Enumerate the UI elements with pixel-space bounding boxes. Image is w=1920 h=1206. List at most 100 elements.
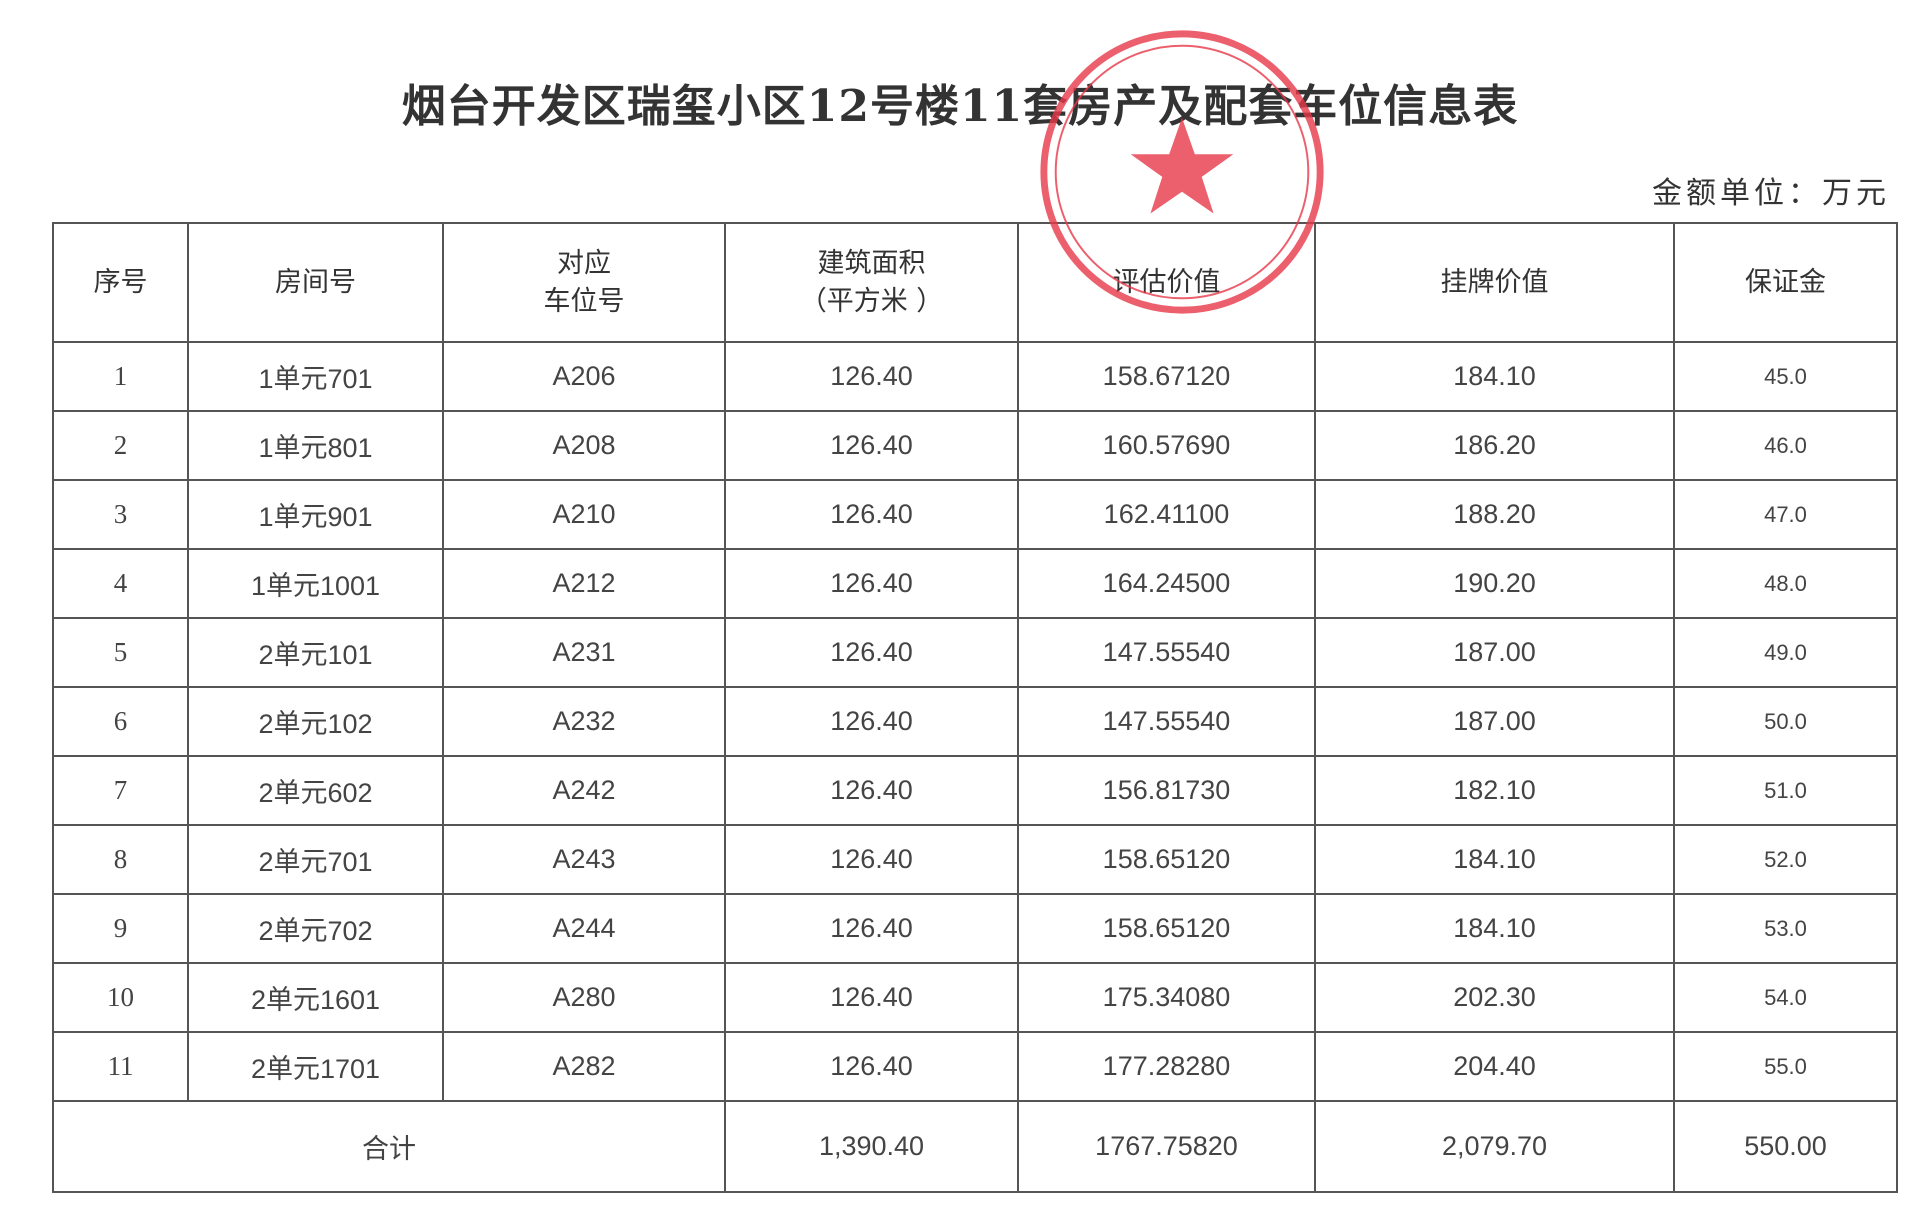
cell-appraised: 164.24500 (1017, 548, 1316, 619)
cell-listed: 187.00 (1314, 686, 1675, 757)
cell-seq: 8 (52, 824, 189, 895)
cell-appraised: 177.28280 (1017, 1031, 1316, 1102)
cell-area: 126.40 (724, 548, 1019, 619)
cell-seq: 11 (52, 1031, 189, 1102)
table-row: 11 2单元1701 A282 126.40 177.28280 204.40 55.0 (52, 1031, 1898, 1102)
cell-room: 1单元701 (187, 341, 444, 412)
cell-listed: 188.20 (1314, 479, 1675, 550)
cell-area: 126.40 (724, 617, 1019, 688)
cell-room: 2单元1601 (187, 962, 444, 1033)
cell-room: 2单元101 (187, 617, 444, 688)
document-title: 烟台开发区瑞玺小区12号楼11套房产及配套车位信息表 (401, 81, 1519, 132)
cell-parking: A244 (442, 893, 726, 964)
cell-seq: 4 (52, 548, 189, 619)
cell-appraised: 160.57690 (1017, 410, 1316, 481)
cell-appraised: 158.65120 (1017, 893, 1316, 964)
cell-area: 126.40 (724, 1031, 1019, 1102)
total-appraised: 1767.75820 (1017, 1100, 1316, 1193)
cell-seq: 2 (52, 410, 189, 481)
cell-listed: 202.30 (1314, 962, 1675, 1033)
cell-listed: 184.10 (1314, 824, 1675, 895)
cell-deposit: 51.0 (1673, 755, 1898, 826)
table-row: 5 2单元101 A231 126.40 147.55540 187.00 49.0 (52, 617, 1898, 688)
cell-deposit: 47.0 (1673, 479, 1898, 550)
column-header-room: 房间号 (187, 222, 444, 343)
table-row: 2 1单元801 A208 126.40 160.57690 186.20 46.0 (52, 410, 1898, 481)
column-header-area: 建筑面积 （平方米 ） (724, 222, 1019, 343)
cell-parking: A280 (442, 962, 726, 1033)
cell-listed: 190.20 (1314, 548, 1675, 619)
cell-room: 2单元702 (187, 893, 444, 964)
cell-appraised: 175.34080 (1017, 962, 1316, 1033)
cell-room: 2单元602 (187, 755, 444, 826)
cell-room: 1单元801 (187, 410, 444, 481)
cell-listed: 187.00 (1314, 617, 1675, 688)
cell-listed: 184.10 (1314, 893, 1675, 964)
column-header-appraised: 评估价值 (1017, 222, 1316, 343)
cell-area: 126.40 (724, 893, 1019, 964)
cell-deposit: 46.0 (1673, 410, 1898, 481)
total-row: 合计 1,390.40 1767.75820 2,079.70 550.00 (52, 1100, 1898, 1193)
total-deposit: 550.00 (1673, 1100, 1898, 1193)
cell-deposit: 49.0 (1673, 617, 1898, 688)
cell-parking: A232 (442, 686, 726, 757)
cell-listed: 204.40 (1314, 1031, 1675, 1102)
cell-seq: 1 (52, 341, 189, 412)
table-row: 8 2单元701 A243 126.40 158.65120 184.10 52.0 (52, 824, 1898, 895)
cell-deposit: 48.0 (1673, 548, 1898, 619)
cell-appraised: 147.55540 (1017, 617, 1316, 688)
cell-appraised: 158.67120 (1017, 341, 1316, 412)
cell-parking: A231 (442, 617, 726, 688)
cell-seq: 5 (52, 617, 189, 688)
cell-deposit: 50.0 (1673, 686, 1898, 757)
cell-appraised: 158.65120 (1017, 824, 1316, 895)
header-row: 序号 房间号 对应 车位号 建筑面积 （平方米 ）评估价值 挂牌价值 保证金 (52, 222, 1898, 343)
cell-seq: 7 (52, 755, 189, 826)
column-header-parking: 对应 车位号 (442, 222, 726, 343)
cell-parking: A243 (442, 824, 726, 895)
cell-appraised: 147.55540 (1017, 686, 1316, 757)
table-row: 1 1单元701 A206 126.40 158.67120 184.10 45.0 (52, 341, 1898, 412)
cell-area: 126.40 (724, 410, 1019, 481)
cell-deposit: 54.0 (1673, 962, 1898, 1033)
cell-seq: 3 (52, 479, 189, 550)
total-listed: 2,079.70 (1314, 1100, 1675, 1193)
cell-deposit: 53.0 (1673, 893, 1898, 964)
cell-parking: A210 (442, 479, 726, 550)
table-row: 3 1单元901 A210 126.40 162.41100 188.20 47.0 (52, 479, 1898, 550)
cell-parking: A208 (442, 410, 726, 481)
cell-area: 126.40 (724, 341, 1019, 412)
property-info-table: 序号 房间号 对应 车位号 建筑面积 （平方米 ）评估价值 挂牌价值 保证金 1 1单元70… (52, 222, 1898, 1193)
cell-parking: A206 (442, 341, 726, 412)
column-header-seq: 序号 (52, 222, 189, 343)
total-area: 1,390.40 (724, 1100, 1019, 1193)
cell-appraised: 162.41100 (1017, 479, 1316, 550)
cell-room: 2单元701 (187, 824, 444, 895)
table-row: 10 2单元1601 A280 126.40 175.34080 202.30 54.0 (52, 962, 1898, 1033)
cell-deposit: 45.0 (1673, 341, 1898, 412)
table-row: 9 2单元702 A244 126.40 158.65120 184.10 53.0 (52, 893, 1898, 964)
table-row: 7 2单元602 A242 126.40 156.81730 182.10 51.0 (52, 755, 1898, 826)
cell-area: 126.40 (724, 479, 1019, 550)
cell-parking: A282 (442, 1031, 726, 1102)
column-header-deposit: 保证金 (1673, 222, 1898, 343)
cell-deposit: 52.0 (1673, 824, 1898, 895)
cell-area: 126.40 (724, 755, 1019, 826)
total-label: 合计 (52, 1100, 726, 1193)
cell-listed: 182.10 (1314, 755, 1675, 826)
cell-seq: 9 (52, 893, 189, 964)
cell-listed: 184.10 (1314, 341, 1675, 412)
unit-label: 金额单位：万元 (1652, 176, 1890, 211)
table-row: 6 2单元102 A232 126.40 147.55540 187.00 50.0 (52, 686, 1898, 757)
cell-deposit: 55.0 (1673, 1031, 1898, 1102)
cell-room: 2单元102 (187, 686, 444, 757)
column-header-listed: 挂牌价值 (1314, 222, 1675, 343)
cell-room: 1单元1001 (187, 548, 444, 619)
cell-appraised: 156.81730 (1017, 755, 1316, 826)
cell-area: 126.40 (724, 824, 1019, 895)
cell-seq: 6 (52, 686, 189, 757)
cell-area: 126.40 (724, 686, 1019, 757)
cell-seq: 10 (52, 962, 189, 1033)
cell-room: 1单元901 (187, 479, 444, 550)
cell-parking: A212 (442, 548, 726, 619)
